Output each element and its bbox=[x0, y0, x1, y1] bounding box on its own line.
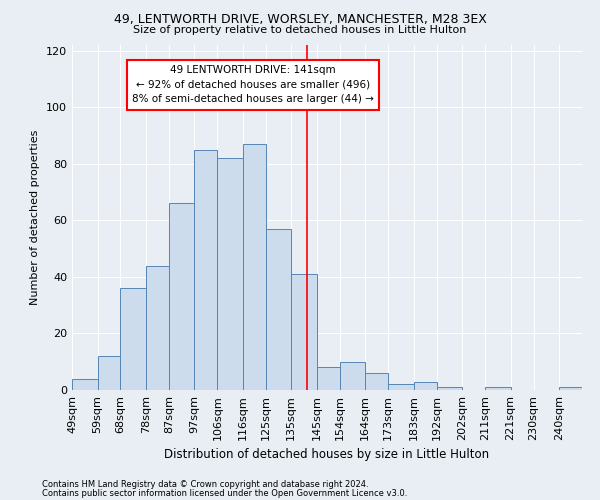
Bar bbox=[121, 288, 146, 390]
Y-axis label: Number of detached properties: Number of detached properties bbox=[31, 130, 40, 305]
Bar bbox=[340, 362, 365, 390]
Bar bbox=[414, 382, 437, 390]
Text: Contains HM Land Registry data © Crown copyright and database right 2024.: Contains HM Land Registry data © Crown c… bbox=[42, 480, 368, 489]
Bar bbox=[194, 150, 217, 390]
Bar bbox=[98, 356, 121, 390]
Bar bbox=[437, 387, 462, 390]
Text: Contains public sector information licensed under the Open Government Licence v3: Contains public sector information licen… bbox=[42, 488, 407, 498]
Bar bbox=[146, 266, 169, 390]
Bar bbox=[217, 158, 243, 390]
Bar bbox=[292, 274, 317, 390]
Text: 49 LENTWORTH DRIVE: 141sqm
← 92% of detached houses are smaller (496)
8% of semi: 49 LENTWORTH DRIVE: 141sqm ← 92% of deta… bbox=[132, 65, 374, 104]
Bar bbox=[317, 368, 340, 390]
Bar bbox=[559, 387, 582, 390]
Text: 49, LENTWORTH DRIVE, WORSLEY, MANCHESTER, M28 3EX: 49, LENTWORTH DRIVE, WORSLEY, MANCHESTER… bbox=[113, 12, 487, 26]
Bar bbox=[243, 144, 266, 390]
Bar bbox=[169, 204, 194, 390]
Bar bbox=[388, 384, 414, 390]
Bar bbox=[72, 378, 98, 390]
Text: Size of property relative to detached houses in Little Hulton: Size of property relative to detached ho… bbox=[133, 25, 467, 35]
X-axis label: Distribution of detached houses by size in Little Hulton: Distribution of detached houses by size … bbox=[164, 448, 490, 461]
Bar bbox=[365, 373, 388, 390]
Bar bbox=[266, 229, 292, 390]
Bar bbox=[485, 387, 511, 390]
